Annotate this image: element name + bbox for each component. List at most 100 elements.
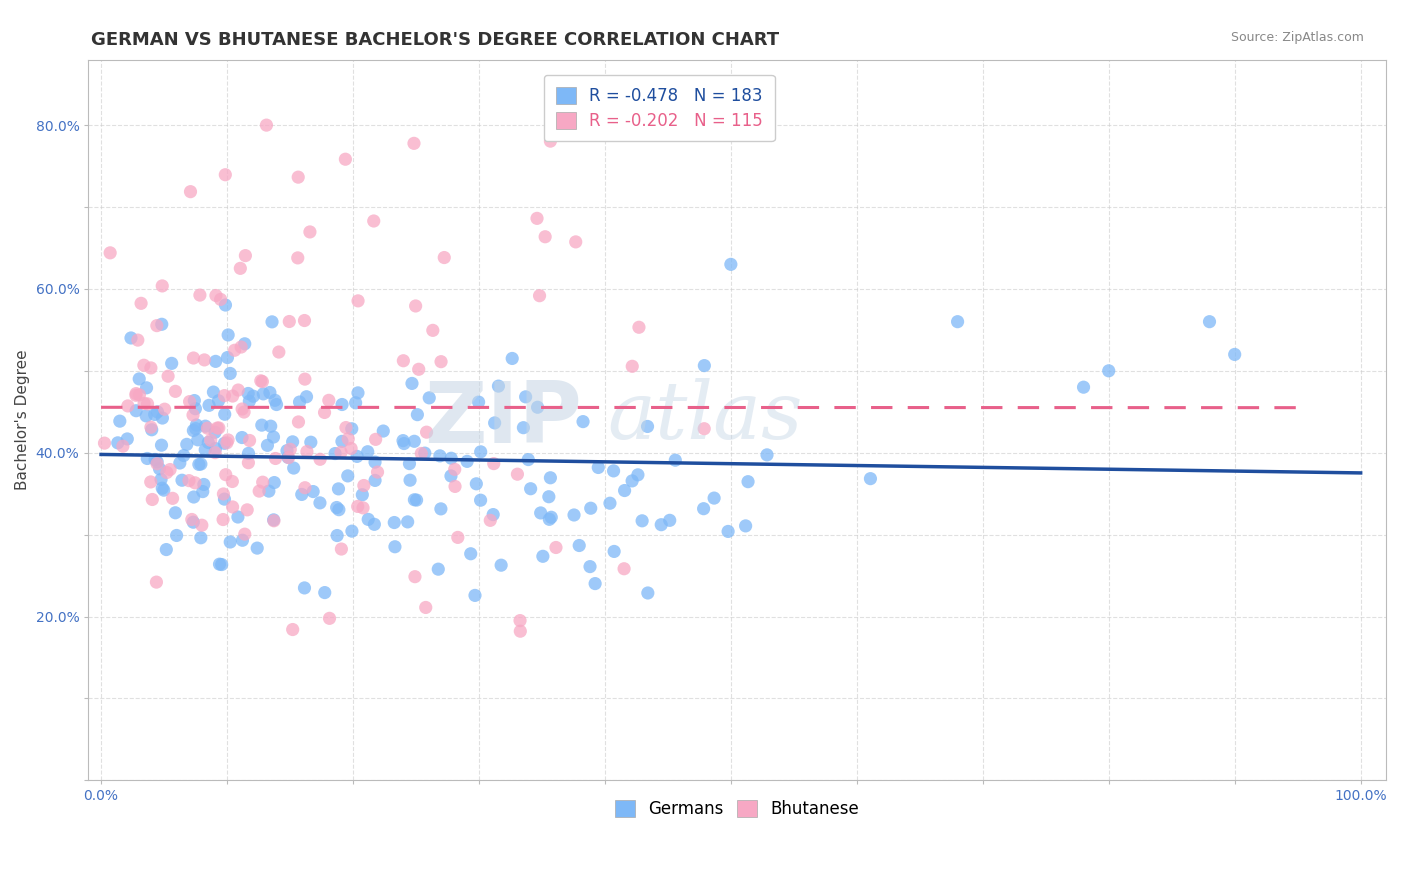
Point	[143, 452, 166, 467]
Point	[430, 501, 453, 516]
Point	[256, 118, 278, 132]
Point	[287, 251, 309, 265]
Point	[314, 585, 336, 599]
Point	[602, 464, 624, 478]
Point	[231, 533, 253, 548]
Point	[294, 313, 316, 327]
Point	[340, 422, 363, 436]
Point	[150, 481, 173, 495]
Point	[187, 433, 209, 447]
Point	[309, 496, 332, 510]
Point	[859, 472, 882, 486]
Point	[325, 500, 347, 515]
Point	[579, 559, 602, 574]
Point	[538, 512, 561, 526]
Point	[226, 383, 249, 397]
Point	[267, 345, 290, 359]
Point	[139, 360, 162, 375]
Point	[572, 415, 595, 429]
Point	[288, 395, 311, 409]
Point	[238, 456, 260, 470]
Point	[444, 479, 467, 493]
Point	[530, 506, 553, 520]
Point	[415, 600, 437, 615]
Point	[150, 438, 173, 452]
Point	[382, 516, 405, 530]
Point	[364, 433, 387, 447]
Point	[295, 390, 318, 404]
Point	[509, 614, 531, 628]
Point	[211, 558, 233, 572]
Point	[108, 414, 131, 428]
Point	[299, 435, 322, 450]
Point	[180, 512, 202, 526]
Point	[139, 475, 162, 489]
Point	[266, 398, 288, 412]
Point	[470, 493, 492, 508]
Point	[401, 376, 423, 391]
Point	[470, 445, 492, 459]
Point	[214, 436, 236, 450]
Point	[231, 431, 253, 445]
Point	[404, 434, 426, 449]
Point	[294, 581, 316, 595]
Point	[204, 442, 226, 456]
Point	[187, 458, 209, 472]
Point	[233, 405, 256, 419]
Point	[538, 134, 561, 148]
Point	[173, 449, 195, 463]
Point	[430, 354, 453, 368]
Point	[330, 434, 353, 449]
Point	[621, 359, 644, 374]
Point	[352, 500, 374, 515]
Point	[250, 418, 273, 433]
Point	[408, 362, 430, 376]
Point	[125, 386, 148, 401]
Point	[398, 457, 420, 471]
Point	[295, 444, 318, 458]
Point	[540, 510, 562, 524]
Point	[215, 435, 238, 450]
Point	[564, 235, 586, 249]
Point	[143, 408, 166, 422]
Point	[406, 408, 429, 422]
Point	[340, 442, 363, 456]
Point	[162, 491, 184, 506]
Point	[946, 315, 969, 329]
Point	[392, 436, 415, 450]
Point	[402, 136, 425, 151]
Point	[278, 314, 301, 328]
Point	[231, 340, 253, 354]
Point	[191, 518, 214, 533]
Point	[277, 450, 299, 465]
Point	[127, 333, 149, 347]
Point	[260, 419, 283, 434]
Point	[737, 475, 759, 489]
Point	[637, 419, 659, 434]
Point	[153, 402, 176, 417]
Point	[330, 445, 353, 459]
Point	[411, 446, 433, 460]
Point	[479, 513, 502, 527]
Point	[197, 421, 219, 435]
Point	[404, 570, 426, 584]
Point	[263, 513, 285, 527]
Point	[120, 331, 142, 345]
Point	[291, 487, 314, 501]
Point	[346, 450, 368, 464]
Point	[1198, 315, 1220, 329]
Point	[202, 385, 225, 400]
Point	[302, 484, 325, 499]
Point	[281, 623, 304, 637]
Point	[193, 352, 215, 367]
Point	[506, 467, 529, 482]
Point	[170, 473, 193, 487]
Point	[165, 384, 187, 399]
Point	[217, 327, 239, 342]
Point	[277, 450, 299, 465]
Point	[229, 261, 252, 276]
Point	[482, 508, 505, 522]
Point	[263, 475, 285, 490]
Point	[117, 432, 139, 446]
Point	[287, 170, 309, 185]
